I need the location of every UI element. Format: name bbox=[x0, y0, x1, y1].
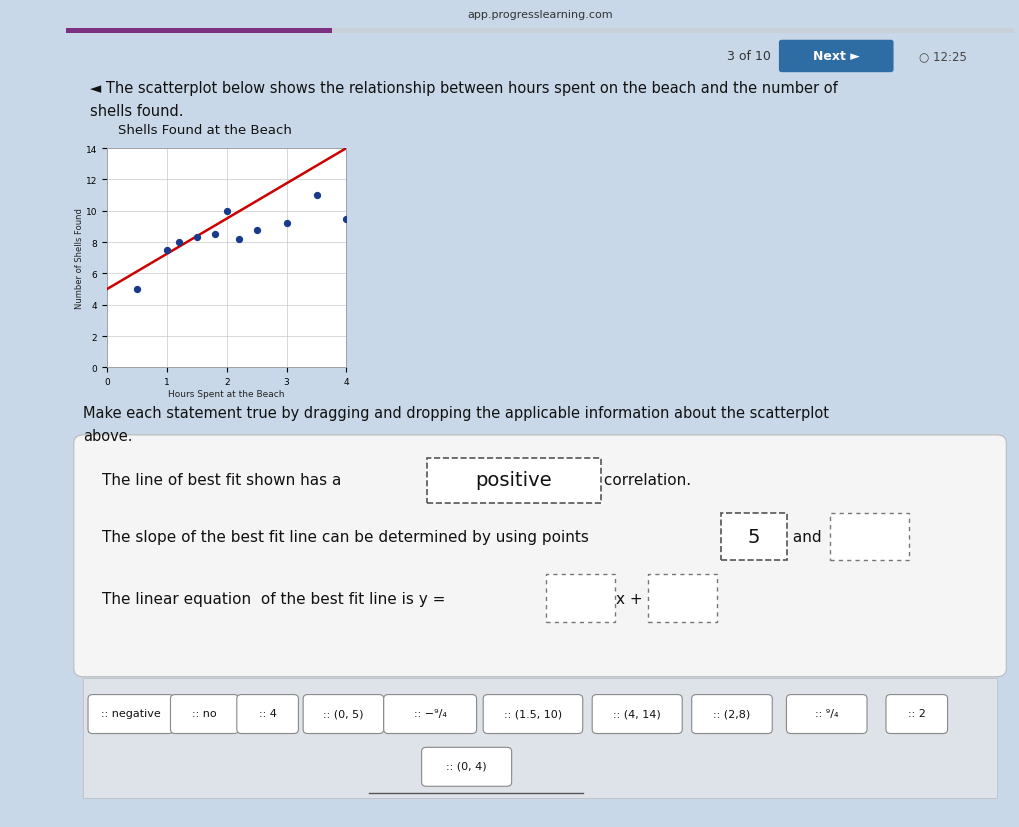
Point bbox=[128, 283, 145, 296]
FancyBboxPatch shape bbox=[236, 695, 299, 734]
FancyBboxPatch shape bbox=[721, 514, 788, 560]
Text: 3 of 10: 3 of 10 bbox=[727, 50, 770, 64]
Text: :: no: :: no bbox=[193, 709, 217, 719]
Point bbox=[309, 189, 325, 203]
Text: :: 4: :: 4 bbox=[259, 709, 276, 719]
X-axis label: Hours Spent at the Beach: Hours Spent at the Beach bbox=[168, 390, 285, 399]
Text: Shells Found at the Beach: Shells Found at the Beach bbox=[118, 123, 292, 136]
Point bbox=[338, 213, 355, 226]
Text: ○ 12:25: ○ 12:25 bbox=[919, 50, 967, 64]
Bar bbox=[84, 678, 997, 799]
FancyBboxPatch shape bbox=[427, 458, 601, 504]
Text: :: (0, 4): :: (0, 4) bbox=[446, 761, 487, 771]
Text: The line of best fit shown has a: The line of best fit shown has a bbox=[102, 472, 346, 487]
FancyBboxPatch shape bbox=[692, 695, 772, 734]
FancyBboxPatch shape bbox=[546, 575, 614, 622]
Text: app.progresslearning.com: app.progresslearning.com bbox=[468, 11, 612, 21]
FancyBboxPatch shape bbox=[170, 695, 238, 734]
Text: Next ►: Next ► bbox=[813, 50, 860, 64]
Text: and: and bbox=[789, 529, 822, 544]
FancyBboxPatch shape bbox=[830, 514, 909, 560]
Text: :: 2: :: 2 bbox=[908, 709, 925, 719]
Bar bbox=[66, 29, 1014, 34]
Text: ◄ The scatterplot below shows the relationship between hours spent on the beach : ◄ The scatterplot below shows the relati… bbox=[90, 81, 838, 96]
FancyBboxPatch shape bbox=[304, 695, 384, 734]
FancyBboxPatch shape bbox=[592, 695, 683, 734]
Text: above.: above. bbox=[84, 428, 132, 443]
FancyBboxPatch shape bbox=[886, 695, 948, 734]
Text: :: (1.5, 10): :: (1.5, 10) bbox=[504, 709, 562, 719]
Text: The linear equation  of the best fit line is y =: The linear equation of the best fit line… bbox=[102, 590, 450, 605]
Point bbox=[189, 232, 205, 245]
Text: :: (4, 14): :: (4, 14) bbox=[613, 709, 661, 719]
FancyBboxPatch shape bbox=[384, 695, 477, 734]
FancyBboxPatch shape bbox=[483, 695, 583, 734]
FancyBboxPatch shape bbox=[779, 41, 894, 73]
Text: 5: 5 bbox=[748, 527, 760, 546]
FancyBboxPatch shape bbox=[422, 748, 512, 786]
Text: The slope of the best fit line can be determined by using points: The slope of the best fit line can be de… bbox=[102, 529, 594, 544]
Bar bbox=[66, 29, 331, 34]
Point bbox=[159, 244, 175, 257]
FancyBboxPatch shape bbox=[73, 435, 1007, 676]
Y-axis label: Number of Shells Found: Number of Shells Found bbox=[75, 208, 85, 308]
FancyBboxPatch shape bbox=[787, 695, 867, 734]
Text: :: (0, 5): :: (0, 5) bbox=[323, 709, 364, 719]
Text: Make each statement true by dragging and dropping the applicable information abo: Make each statement true by dragging and… bbox=[84, 405, 829, 420]
Text: correlation.: correlation. bbox=[599, 472, 691, 487]
Point bbox=[170, 237, 187, 250]
Point bbox=[278, 218, 294, 231]
FancyBboxPatch shape bbox=[648, 575, 717, 622]
Text: shells found.: shells found. bbox=[90, 104, 183, 119]
FancyBboxPatch shape bbox=[88, 695, 173, 734]
Text: :: (2,8): :: (2,8) bbox=[713, 709, 751, 719]
Text: :: ⁹/₄: :: ⁹/₄ bbox=[815, 709, 839, 719]
Point bbox=[207, 228, 223, 241]
Point bbox=[249, 223, 265, 237]
Point bbox=[230, 233, 247, 246]
Text: positive: positive bbox=[475, 471, 552, 490]
Text: x +: x + bbox=[615, 590, 647, 605]
Text: :: negative: :: negative bbox=[101, 709, 161, 719]
Text: :: −⁹/₄: :: −⁹/₄ bbox=[414, 709, 446, 719]
Point bbox=[218, 205, 234, 218]
